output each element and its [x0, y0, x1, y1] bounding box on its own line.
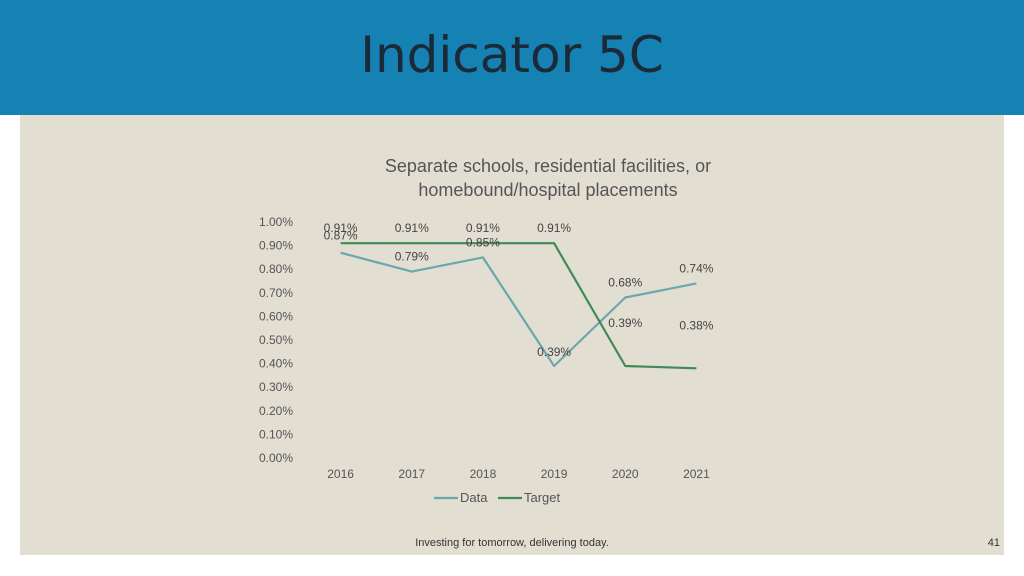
y-tick-label: 0.30% — [259, 380, 293, 394]
y-tick-label: 0.10% — [259, 427, 293, 441]
y-tick-label: 0.60% — [259, 309, 293, 323]
x-tick-label: 2017 — [398, 467, 425, 481]
data-label-target: 0.91% — [466, 221, 500, 235]
y-tick-label: 0.90% — [259, 239, 293, 253]
x-tick-label: 2020 — [612, 467, 639, 481]
chart-title-line: Separate schools, residential facilities… — [385, 156, 711, 176]
x-tick-label: 2016 — [327, 467, 354, 481]
y-tick-label: 0.50% — [259, 333, 293, 347]
data-label-target: 0.39% — [608, 316, 642, 330]
data-label-target: 0.91% — [324, 221, 358, 235]
y-axis-ticks: 0.00% 0.10% 0.20% 0.30% 0.40% 0.50% 0.60% 0.70%… — [259, 215, 293, 465]
footer-tagline: Investing for tomorrow, delivering today… — [415, 537, 609, 549]
legend-label-target: Target — [524, 490, 561, 505]
series-lines — [340, 242, 697, 370]
data-labels: 0.87% 0.79% 0.85% 0.39% 0.68% 0.74% 0.91% 0.91%… — [324, 221, 714, 359]
x-tick-label: 2019 — [541, 467, 568, 481]
x-axis-ticks: 2016 2017 2018 2019 2020 2021 — [327, 467, 710, 481]
data-label-data: 0.79% — [395, 250, 429, 264]
header-bar — [0, 0, 1024, 115]
data-label-target: 0.91% — [537, 221, 571, 235]
page-number: 41 — [987, 537, 1000, 549]
data-label-target: 0.38% — [679, 318, 713, 332]
data-label-data: 0.85% — [466, 235, 500, 249]
y-tick-label: 1.00% — [259, 215, 293, 229]
y-tick-label: 0.00% — [259, 451, 293, 465]
y-tick-label: 0.70% — [259, 286, 293, 300]
data-label-data: 0.74% — [679, 261, 713, 275]
series-line-data — [340, 251, 697, 368]
y-tick-label: 0.80% — [259, 262, 293, 276]
data-label-data: 0.39% — [537, 345, 571, 359]
y-tick-label: 0.20% — [259, 404, 293, 418]
chart-title: Separate schools, residential facilities… — [385, 156, 711, 200]
chart-title-line: homebound/hospital placements — [418, 180, 677, 200]
data-label-target: 0.91% — [395, 221, 429, 235]
legend: Data Target — [434, 490, 561, 505]
y-tick-label: 0.40% — [259, 357, 293, 371]
chart-panel — [20, 115, 1004, 555]
series-line-target — [340, 242, 697, 370]
data-label-data: 0.68% — [608, 276, 642, 290]
slide-title: Indicator 5C — [360, 26, 664, 84]
legend-label-data: Data — [460, 490, 488, 505]
data-label-data: 0.87% — [324, 229, 358, 243]
x-tick-label: 2021 — [683, 467, 710, 481]
x-tick-label: 2018 — [470, 467, 497, 481]
